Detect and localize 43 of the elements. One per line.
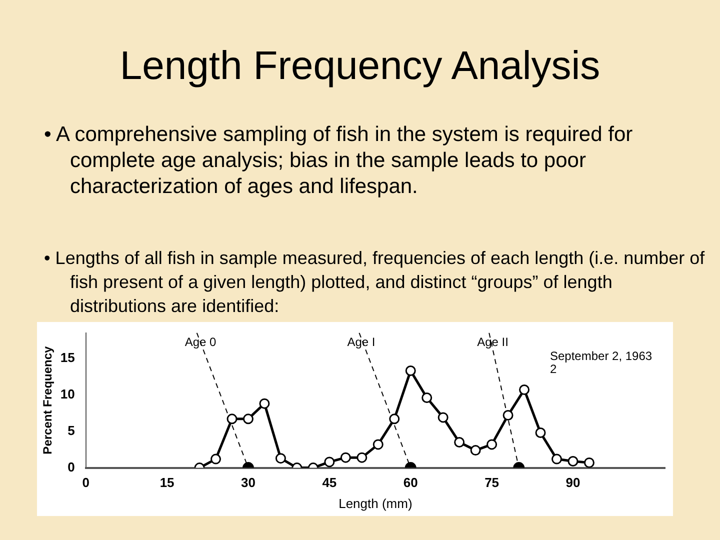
point [226, 414, 238, 424]
point [210, 454, 222, 464]
point [422, 392, 432, 403]
point [519, 384, 530, 395]
y-axis-title: Percent Frequency [40, 346, 55, 454]
y-tick-label: 15 [60, 350, 75, 365]
series-label: Age 0 [184, 335, 216, 350]
x-axis-title: Length (mm) [338, 496, 412, 511]
chart-subtitle: • A comprehensive sampling of fish in the system is required for complete age analysis; bias in the sample leads to poor characterization of ages and lifespan. [44, 122, 634, 200]
point [584, 457, 594, 468]
x-tick-label: 75 [484, 475, 500, 490]
x-tick-label: 30 [241, 475, 256, 490]
y-tick-label: 0 [68, 459, 75, 474]
point [340, 452, 351, 463]
point [535, 428, 546, 438]
point [242, 414, 254, 424]
point [356, 452, 368, 463]
point [324, 456, 335, 468]
annotation: 2 [550, 362, 557, 376]
text: • Lengths of all fish in sample measured, frequencies of each length (i.e. number of fish present of a given length) plotted, and distinct “groups” of length distributions are identified: [44, 247, 706, 318]
point [275, 453, 286, 464]
annotation: September 2, 1963 [550, 349, 652, 364]
x-tick-label: 15 [160, 475, 174, 490]
series-label: Age I [347, 335, 376, 350]
x-tick-label: 0 [82, 475, 90, 490]
x-tick-label: 90 [566, 475, 580, 490]
series-label: Age II [477, 335, 508, 350]
point [372, 439, 384, 450]
point [438, 412, 448, 423]
point [454, 437, 465, 448]
y-tick-label: 10 [60, 386, 75, 402]
point [502, 410, 514, 421]
point [486, 439, 498, 450]
point [552, 454, 562, 464]
x-tick-label: 45 [322, 475, 337, 490]
point [259, 398, 270, 409]
point [389, 414, 400, 424]
point [405, 365, 416, 376]
point [568, 456, 578, 466]
chart-title: Length Frequency Analysis [118, 44, 602, 89]
point [470, 445, 481, 456]
x-tick-label: 60 [403, 475, 418, 490]
y-tick-label: 5 [68, 422, 75, 438]
